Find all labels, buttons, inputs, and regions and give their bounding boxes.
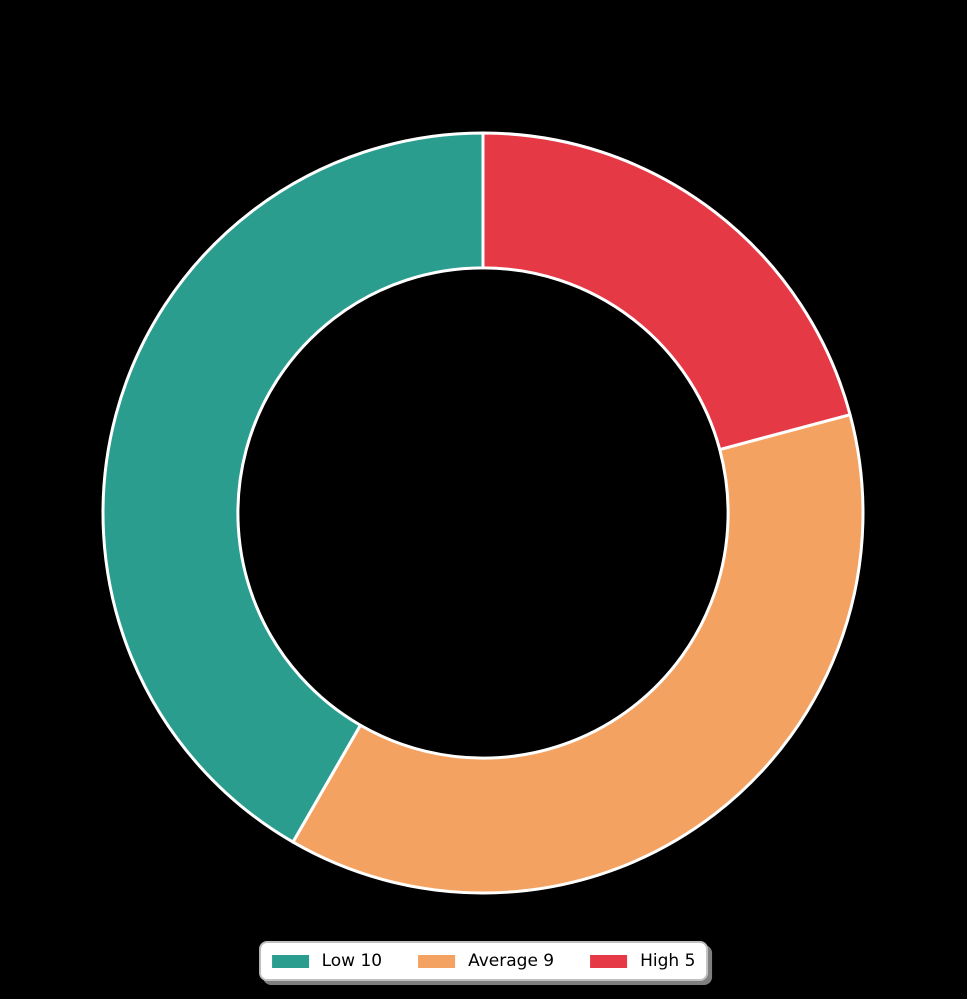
legend-swatch-high [590,954,628,968]
chart-legend: Low 10 Average 9 High 5 [258,941,709,981]
legend-label-average: Average 9 [468,950,555,971]
legend-label-high: High 5 [640,950,696,971]
legend-item-low: Low 10 [271,950,383,971]
legend-item-average: Average 9 [418,950,555,971]
legend-swatch-average [418,954,456,968]
pie-slice-high [481,131,852,452]
legend-item-high: High 5 [590,950,696,971]
legend-label-low: Low 10 [321,950,383,971]
pie-slice-low [101,131,485,844]
legend-swatch-low [271,954,309,968]
pie-slice-average [291,413,865,895]
